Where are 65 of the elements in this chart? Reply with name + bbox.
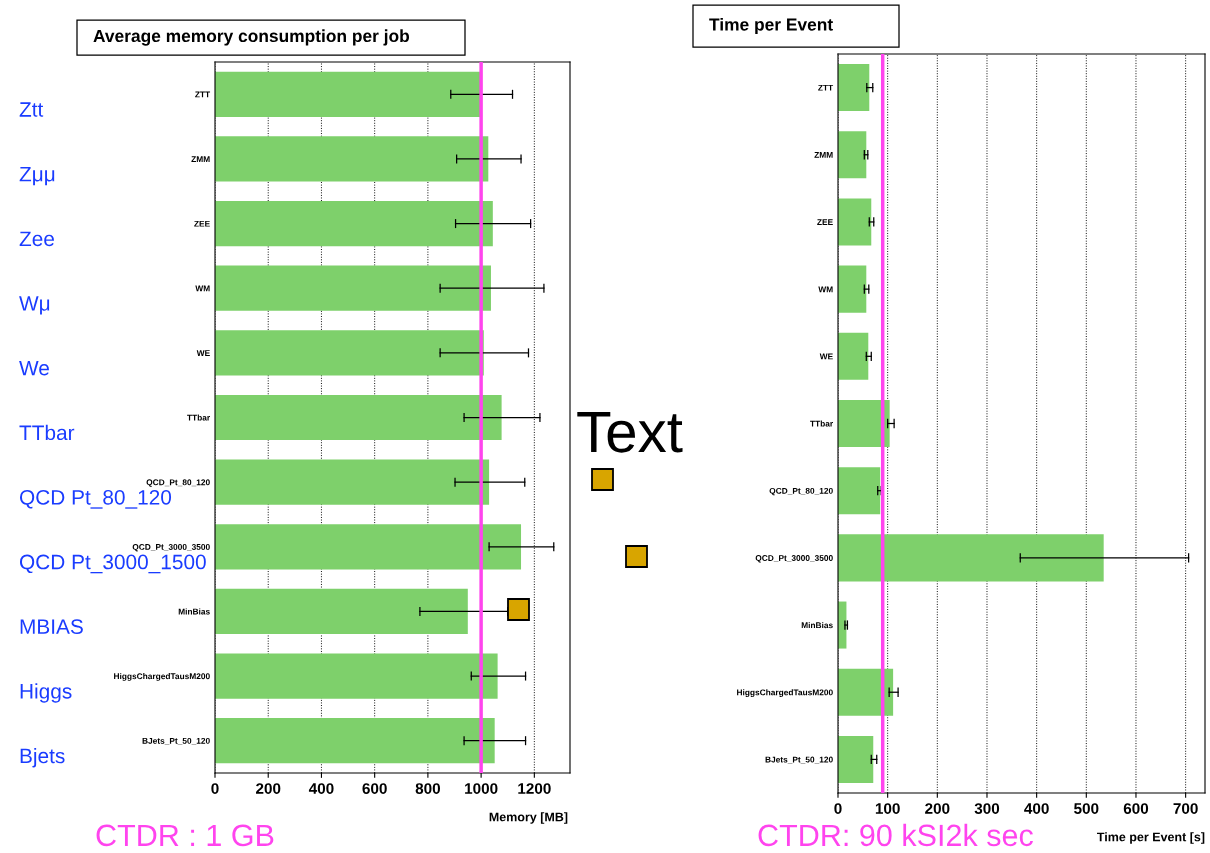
text: Higgs bbox=[20, 683, 72, 703]
y-tick-label: ZTT bbox=[818, 84, 834, 91]
x-tick-label: 600 bbox=[1123, 803, 1149, 814]
bar bbox=[838, 64, 870, 112]
x-tick-label: 1200 bbox=[518, 783, 551, 794]
bar bbox=[838, 467, 881, 515]
y-tick-label: TTbar bbox=[810, 420, 834, 427]
text: Wμ bbox=[19, 296, 50, 315]
text: QCD Pt_3000_1500 bbox=[19, 554, 206, 574]
y-tick-label: ZEE bbox=[817, 219, 833, 225]
ref-line-label: CTDR: 90 kSI2k sec bbox=[758, 823, 1033, 847]
text: Zμμ bbox=[19, 167, 55, 186]
x-tick-label: 400 bbox=[1024, 803, 1049, 814]
bar bbox=[838, 265, 867, 313]
y-tick-label: ZTT bbox=[195, 91, 211, 98]
y-tick-label: WM bbox=[195, 285, 210, 292]
bar bbox=[838, 332, 869, 380]
text: We bbox=[19, 360, 49, 376]
x-tick-label: 700 bbox=[1173, 803, 1198, 814]
y-tick-label: ZEE bbox=[194, 220, 210, 227]
text: Zee bbox=[19, 231, 54, 247]
x-tick-label: 100 bbox=[875, 803, 900, 814]
text: TTbar bbox=[19, 424, 75, 441]
chart-title: Average memory consumption per job bbox=[93, 29, 410, 46]
bar bbox=[838, 131, 867, 179]
y-tick-label: MinBias bbox=[801, 622, 833, 629]
x-tick-label: 1000 bbox=[465, 783, 498, 794]
y-tick-label: ZMM bbox=[191, 156, 210, 162]
bar bbox=[838, 399, 890, 448]
x-axis-title: Time per Event [s] bbox=[1097, 832, 1205, 844]
y-tick-label: QCD_Pt_3000_3500 bbox=[132, 543, 210, 552]
y-tick-label: QCD_Pt_80_120 bbox=[769, 487, 833, 496]
y-tick-label: TTbar bbox=[187, 414, 211, 421]
y-tick-label: QCD_Pt_3000_3500 bbox=[755, 555, 833, 563]
x-axis-title: Memory [MB] bbox=[489, 812, 568, 824]
x-tick-label: 400 bbox=[308, 783, 334, 794]
text: Text bbox=[577, 411, 683, 453]
text: CTDR : 1 GB bbox=[96, 824, 274, 847]
x-tick-label: 200 bbox=[256, 783, 281, 794]
text: QCD Pt_80_120 bbox=[19, 489, 172, 509]
x-tick-label: 0 bbox=[834, 803, 842, 814]
text: Ztt bbox=[19, 102, 44, 117]
y-tick-label: WE bbox=[196, 350, 210, 356]
y-tick-label: QCD_Pt_80_120 bbox=[146, 479, 210, 487]
bar bbox=[838, 198, 872, 246]
x-tick-label: 600 bbox=[362, 783, 387, 794]
x-tick-label: 300 bbox=[974, 803, 1000, 814]
x-tick-label: 200 bbox=[925, 803, 950, 814]
x-tick-label: 0 bbox=[211, 783, 219, 794]
x-tick-label: 500 bbox=[1074, 803, 1099, 814]
y-tick-label: MinBias bbox=[178, 608, 210, 615]
bar bbox=[838, 735, 874, 783]
chart-title: Time per Event bbox=[709, 17, 833, 35]
y-tick-label: ZMM bbox=[814, 152, 833, 158]
y-tick-label: WM bbox=[818, 286, 833, 293]
y-tick-label: HiggsChargedTausM200 bbox=[114, 673, 210, 681]
y-tick-label: BJets_Pt_50_120 bbox=[765, 756, 833, 764]
y-tick-label: HiggsChargedTausM200 bbox=[737, 689, 833, 698]
bar bbox=[838, 534, 1104, 582]
x-tick-label: 800 bbox=[415, 783, 441, 794]
text: Bjets bbox=[20, 747, 65, 768]
y-tick-label: BJets_Pt_50_120 bbox=[142, 737, 210, 745]
y-tick-label: WE bbox=[819, 353, 833, 360]
text: MBIAS bbox=[20, 619, 83, 634]
bar bbox=[838, 668, 894, 716]
